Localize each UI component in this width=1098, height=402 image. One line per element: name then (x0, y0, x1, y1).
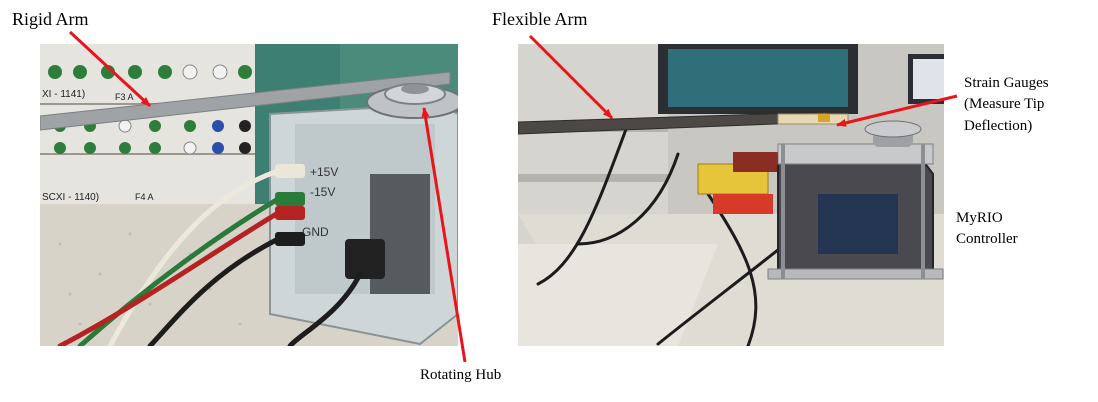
panel-label-1140: SCXI - 1140) (42, 192, 99, 203)
rotating-hub (366, 83, 458, 119)
background-monitor (658, 44, 944, 114)
panel-label-f4a: F4 A (135, 192, 154, 202)
strain-gauges-label-line2: (Measure Tip (964, 96, 1045, 112)
box-label-plus15v: +15V (310, 165, 338, 179)
panel-label-f3a: F3 A (115, 92, 134, 102)
rigid-arm-photo: XI - 1141) F3 A SCXI - 1140) F4 A (40, 44, 458, 346)
flexible-arm-photo (518, 44, 944, 346)
myrio-label-line1: MyRIO (956, 210, 1003, 226)
myrio-label-line2: Controller (956, 231, 1018, 247)
cables (57, 168, 363, 346)
box-label-gnd: GND (302, 225, 329, 239)
strain-gauges-label-line1: Strain Gauges (964, 75, 1049, 91)
flexible-arm-label: Flexible Arm (492, 9, 588, 29)
rigid-arm-beam (40, 71, 451, 131)
rotating-hub-label: Rotating Hub (420, 367, 502, 383)
strain-gauges-label-line3: Deflection) (964, 118, 1033, 134)
rigid-arm-label: Rigid Arm (12, 9, 89, 29)
motor-enclosure: +15V -15V GND (269, 102, 458, 346)
panel-label-1141: XI - 1141) (42, 89, 85, 100)
strain-gauge-strip (777, 113, 849, 125)
myrio-controller (767, 120, 944, 280)
box-label-minus15v: -15V (310, 185, 335, 199)
breadboard (697, 152, 783, 214)
